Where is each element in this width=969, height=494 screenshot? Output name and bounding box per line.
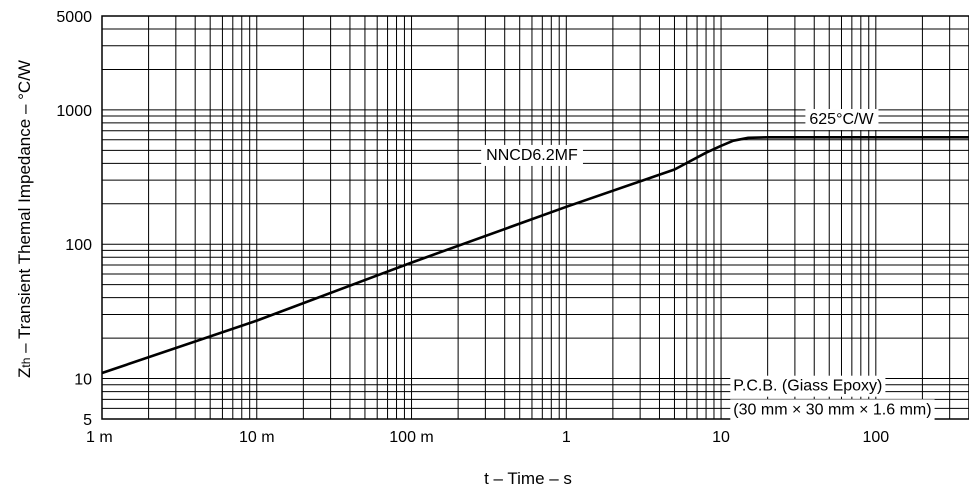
y-tick-label: 10	[74, 372, 92, 389]
annotation-text: (30 mm × 30 mm × 1.6 mm)	[733, 401, 931, 418]
x-tick-labels: 1 m 10 m 100 m 1 10 100	[86, 429, 889, 446]
x-tick-label: 10 m	[239, 429, 275, 446]
curve-layer	[101, 136, 969, 375]
y-axis-title-rest: – Transient Themal Impedance – °C/W	[15, 60, 34, 358]
y-axis-title-main: Z	[15, 368, 34, 378]
plot-border	[101, 15, 969, 420]
y-tick-label: 5000	[56, 9, 92, 26]
y-tick-label: 100	[65, 237, 92, 254]
annotation-text: 625°C/W	[809, 111, 874, 128]
y-axis-title: Zth – Transient Themal Impedance – °C/W	[15, 60, 34, 378]
annotation-plateau: 625°C/W	[805, 109, 879, 131]
annotation-pcb2: (30 mm × 30 mm × 1.6 mm)	[730, 399, 935, 421]
x-axis-title: t – Time – s	[484, 469, 572, 488]
x-tick-label: 100	[862, 429, 889, 446]
y-axis-title-subscript: th	[19, 358, 33, 368]
annotation-series: NNCD6.2MF	[481, 144, 583, 166]
annotation-text: NNCD6.2MF	[486, 147, 578, 164]
y-tick-label: 1000	[56, 103, 92, 120]
x-tick-label: 100 m	[389, 429, 433, 446]
annotation-background	[805, 109, 879, 131]
annotation-background	[730, 399, 935, 421]
grid-lines	[102, 16, 969, 419]
annotations: NNCD6.2MF 625°C/W P.C.B. (Giass Epoxy) (30 …	[481, 109, 935, 421]
x-tick-label: 10	[712, 429, 730, 446]
plot-frame	[101, 15, 969, 420]
annotation-background	[730, 375, 886, 397]
y-tick-label: 5	[83, 412, 92, 429]
x-tick-label: 1 m	[86, 429, 113, 446]
x-tick-label: 1	[562, 429, 571, 446]
annotation-text: P.C.B. (Giass Epoxy)	[733, 378, 882, 395]
annotation-background	[481, 144, 583, 166]
y-tick-labels: 5 10 100 1000 5000	[56, 9, 92, 429]
series-line	[101, 136, 969, 375]
annotation-pcb1: P.C.B. (Giass Epoxy)	[730, 375, 886, 397]
